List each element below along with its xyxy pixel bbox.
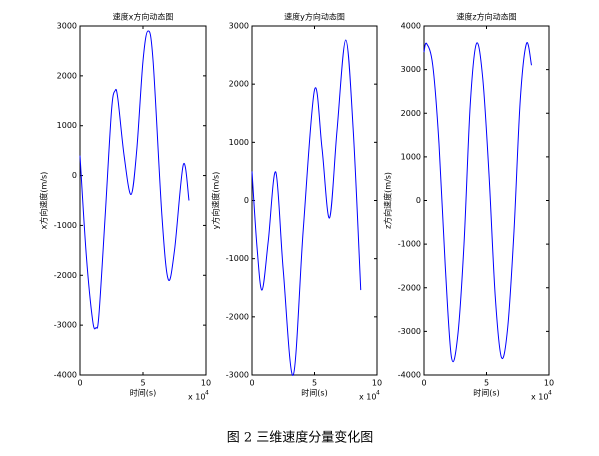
x-tick-label: 10	[544, 379, 554, 388]
chart-title: 速度y方向动态图	[284, 12, 345, 22]
y-tick-label: 4000	[401, 22, 421, 31]
y-tick-label: -2000	[398, 283, 421, 292]
y-tick-label: 1000	[229, 138, 249, 147]
y-axis-label: y方向速度(m/s)	[211, 172, 221, 230]
x-tick-label: 0	[77, 379, 82, 388]
y-tick-label: 2000	[57, 71, 77, 80]
y-tick-label: -3000	[226, 371, 249, 380]
y-tick-label: 0	[72, 171, 77, 180]
axes-box	[79, 25, 207, 376]
y-tick-label: -1000	[398, 240, 421, 249]
x-tick-label: 10	[201, 379, 211, 388]
y-tick-label: -2000	[226, 312, 249, 321]
chart-title: 速度x方向动态图	[113, 12, 174, 22]
y-tick-label: 2000	[229, 80, 249, 89]
x-axis-label: 时间(s)	[473, 388, 499, 398]
x-scale-base: x 10	[188, 393, 205, 402]
x-scale-base: x 10	[531, 393, 548, 402]
y-tick-label: -3000	[398, 327, 421, 336]
y-tick-label: 1000	[401, 152, 421, 161]
y-tick-label: -2000	[54, 271, 77, 280]
axes-box	[423, 25, 550, 376]
y-tick-label: -1000	[226, 254, 249, 263]
y-tick-label: 1000	[57, 121, 77, 130]
y-tick-label: 3000	[229, 22, 249, 31]
x-axis-label: 时间(s)	[301, 388, 327, 398]
x-tick-label: 5	[140, 379, 145, 388]
x-tick-label: 0	[249, 379, 254, 388]
x-scale-exponent: 4	[376, 390, 380, 397]
figure-caption: 图 2 三维速度分量变化图	[227, 430, 374, 446]
y-axis-label: x方向速度(m/s)	[39, 172, 49, 230]
x-scale-base: x 10	[359, 393, 376, 402]
x-scale-exponent: 4	[548, 390, 552, 397]
axes-box	[251, 25, 378, 376]
data-line	[423, 42, 532, 363]
y-tick-label: 3000	[401, 65, 421, 74]
y-tick-label: -4000	[54, 371, 77, 380]
data-line	[251, 39, 362, 376]
y-tick-label: -1000	[54, 221, 77, 230]
y-tick-label: 0	[244, 196, 249, 205]
y-tick-label: -4000	[398, 371, 421, 380]
y-tick-label: 3000	[57, 22, 77, 31]
x-scale-exponent: 4	[205, 390, 209, 397]
y-axis-label: z方向速度(m/s)	[383, 172, 393, 229]
y-tick-label: -3000	[54, 321, 77, 330]
y-tick-label: 0	[416, 196, 421, 205]
chart-title: 速度z方向动态图	[456, 12, 516, 22]
x-axis-label: 时间(s)	[130, 388, 156, 398]
x-tick-label: 10	[372, 379, 382, 388]
x-tick-label: 5	[484, 379, 489, 388]
y-tick-label: 2000	[401, 109, 421, 118]
x-tick-label: 0	[421, 379, 426, 388]
x-tick-label: 5	[312, 379, 317, 388]
data-line	[79, 30, 190, 330]
